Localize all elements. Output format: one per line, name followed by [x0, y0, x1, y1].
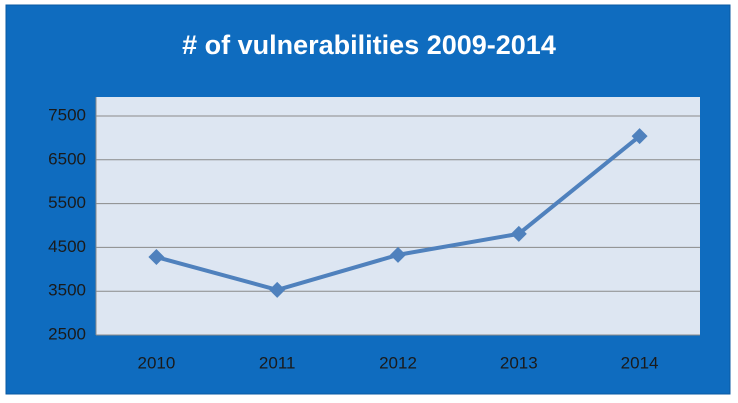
data-point — [631, 128, 648, 145]
chart-title: # of vulnerabilities 2009-2014 — [182, 30, 556, 60]
data-point — [148, 249, 165, 266]
y-tick-label: 7500 — [48, 105, 86, 124]
data-point — [269, 281, 286, 298]
x-tick-label: 2010 — [137, 353, 175, 372]
y-tick-label: 3500 — [48, 281, 86, 300]
y-tick-label: 6500 — [48, 149, 86, 168]
x-tick-label: 2011 — [259, 353, 296, 372]
data-point — [510, 225, 527, 242]
x-tick-label: 2014 — [621, 353, 659, 372]
y-tick-label: 2500 — [48, 324, 86, 343]
data-point — [390, 246, 406, 263]
x-tick-label: 2013 — [500, 353, 538, 372]
y-tick-label: 5500 — [48, 193, 86, 212]
plot-area — [96, 97, 700, 335]
x-tick-label: 2012 — [379, 353, 417, 372]
y-tick-label: 4500 — [48, 237, 86, 256]
